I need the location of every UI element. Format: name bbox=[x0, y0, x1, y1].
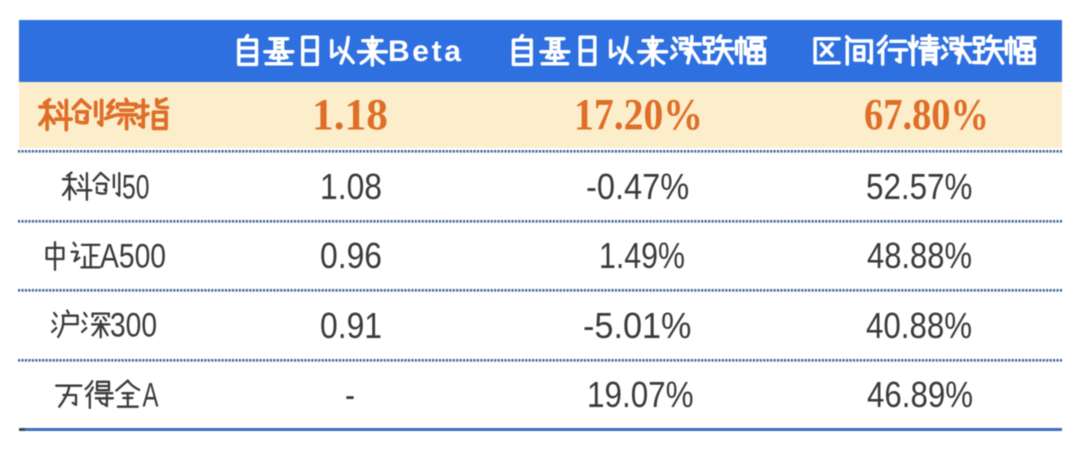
svg-text:40.88%: 40.88% bbox=[866, 305, 972, 346]
svg-text:-5.01%: -5.01% bbox=[583, 305, 692, 346]
svg-text:46.89%: 46.89% bbox=[867, 374, 973, 415]
svg-text:0.96: 0.96 bbox=[320, 235, 382, 276]
svg-text:48.88%: 48.88% bbox=[867, 235, 972, 276]
svg-text:-0.47%: -0.47% bbox=[586, 166, 689, 207]
svg-text:A500: A500 bbox=[100, 238, 166, 276]
svg-text:67.80%: 67.80% bbox=[864, 90, 989, 139]
svg-text:300: 300 bbox=[110, 307, 157, 345]
svg-text:1.49%: 1.49% bbox=[599, 235, 685, 276]
svg-text:50: 50 bbox=[122, 169, 150, 207]
svg-text:1.08: 1.08 bbox=[320, 166, 382, 207]
svg-text:1.18: 1.18 bbox=[312, 90, 388, 139]
svg-text:-: - bbox=[345, 374, 355, 415]
svg-text:A: A bbox=[142, 377, 158, 415]
svg-text:19.07%: 19.07% bbox=[587, 374, 694, 415]
svg-text:Beta: Beta bbox=[388, 35, 461, 68]
svg-text:52.57%: 52.57% bbox=[866, 166, 972, 207]
svg-text:0.91: 0.91 bbox=[320, 305, 382, 346]
svg-text:17.20%: 17.20% bbox=[574, 90, 703, 139]
